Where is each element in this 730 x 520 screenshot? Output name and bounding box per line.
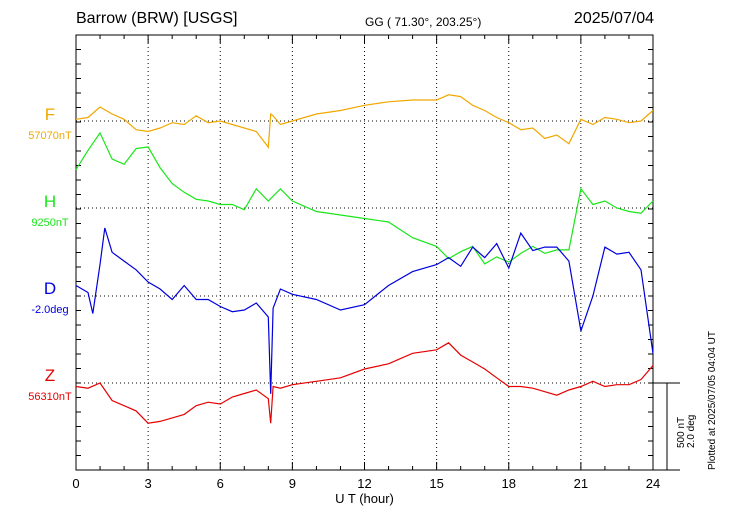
x-tick-label-6: 6 xyxy=(217,476,224,491)
station-title: Barrow (BRW) [USGS] xyxy=(76,10,238,27)
date-label: 2025/07/04 xyxy=(573,10,654,27)
x-tick-label-15: 15 xyxy=(429,476,443,491)
x-tick-label-18: 18 xyxy=(502,476,516,491)
series-line-f xyxy=(75,94,654,149)
plotted-timestamp: Plotted at 2025/07/05 04:04 UT xyxy=(707,331,718,470)
x-tick-label-24: 24 xyxy=(646,476,660,491)
scale-bar-label-0: 500 nT xyxy=(676,417,687,448)
z-channel-label: Z xyxy=(44,366,56,385)
x-tick-label-21: 21 xyxy=(574,476,588,491)
plot-frame xyxy=(75,34,654,471)
f-baseline-label: 57070nT xyxy=(28,130,72,142)
series-line-z xyxy=(75,342,654,424)
coordinates-label: GG ( 71.30°, 203.25°) xyxy=(365,15,482,29)
f-channel-label: F xyxy=(44,105,56,124)
series-line-d xyxy=(75,227,654,394)
d-channel-label: D xyxy=(43,279,57,298)
series-line-h xyxy=(75,131,654,265)
scale-bar-label-1: 2.0 deg xyxy=(686,415,697,448)
x-tick-label-3: 3 xyxy=(145,476,152,491)
h-baseline-label: 9250nT xyxy=(31,217,69,229)
d-baseline-label: -2.0deg xyxy=(31,304,69,316)
x-tick-label-9: 9 xyxy=(289,476,296,491)
x-tick-label-0: 0 xyxy=(72,476,79,491)
x-tick-label-12: 12 xyxy=(357,476,371,491)
z-baseline-label: 56310nT xyxy=(28,391,72,403)
x-axis-label: U T (hour) xyxy=(335,491,394,506)
h-channel-label: H xyxy=(43,192,57,211)
